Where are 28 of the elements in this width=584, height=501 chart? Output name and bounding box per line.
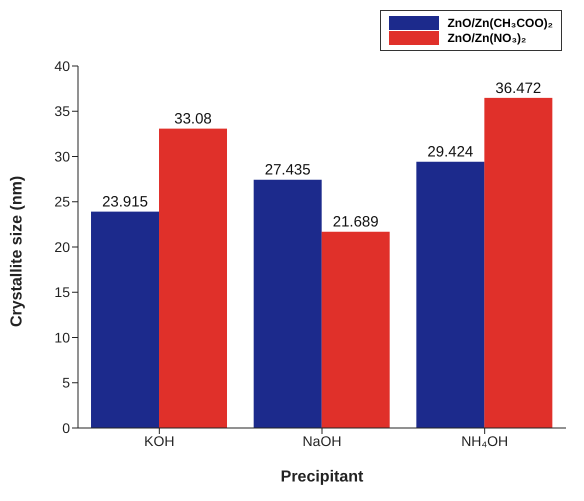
- bar: [91, 212, 160, 428]
- y-tick-label: 35: [54, 103, 70, 120]
- x-tick-label: KOH: [144, 432, 175, 449]
- x-tick-label: NH₄OH: [461, 432, 508, 449]
- y-tick-label: 25: [54, 194, 70, 210]
- y-tick-label: 5: [62, 374, 70, 391]
- y-tick-label: 40: [54, 58, 70, 74]
- y-tick-label: 10: [54, 329, 70, 346]
- y-tick-label: 15: [54, 284, 70, 300]
- y-tick-label: 30: [54, 148, 70, 164]
- bar: [322, 232, 390, 428]
- bar: [416, 162, 484, 428]
- bar: [484, 98, 552, 428]
- y-tick-label: 0: [62, 420, 70, 436]
- data-label: 36.472: [495, 80, 542, 97]
- data-label: 33.08: [174, 110, 212, 128]
- x-axis-title: Precipitant: [280, 468, 364, 486]
- data-label: 23.915: [102, 194, 148, 211]
- y-tick-label: 20: [54, 238, 70, 255]
- bar: [159, 128, 228, 428]
- data-label: 27.435: [264, 162, 311, 179]
- legend-label: ZnO/Zn(NO₃)₂: [447, 31, 526, 45]
- bar: [254, 180, 322, 428]
- x-tick-label: NaOH: [302, 432, 342, 449]
- legend-label: ZnO/Zn(CH₃COO)₂: [447, 16, 553, 30]
- data-label: 29.424: [427, 144, 474, 161]
- data-label: 21.689: [332, 214, 379, 231]
- y-axis-title: Crystallite size (nm): [8, 176, 26, 327]
